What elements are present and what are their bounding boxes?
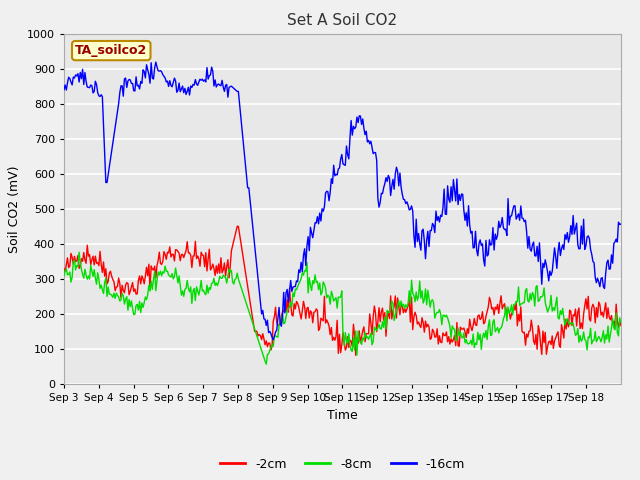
Text: TA_soilco2: TA_soilco2 — [75, 44, 147, 57]
Legend: -2cm, -8cm, -16cm: -2cm, -8cm, -16cm — [215, 453, 470, 476]
X-axis label: Time: Time — [327, 408, 358, 421]
Y-axis label: Soil CO2 (mV): Soil CO2 (mV) — [8, 165, 21, 252]
Title: Set A Soil CO2: Set A Soil CO2 — [287, 13, 397, 28]
